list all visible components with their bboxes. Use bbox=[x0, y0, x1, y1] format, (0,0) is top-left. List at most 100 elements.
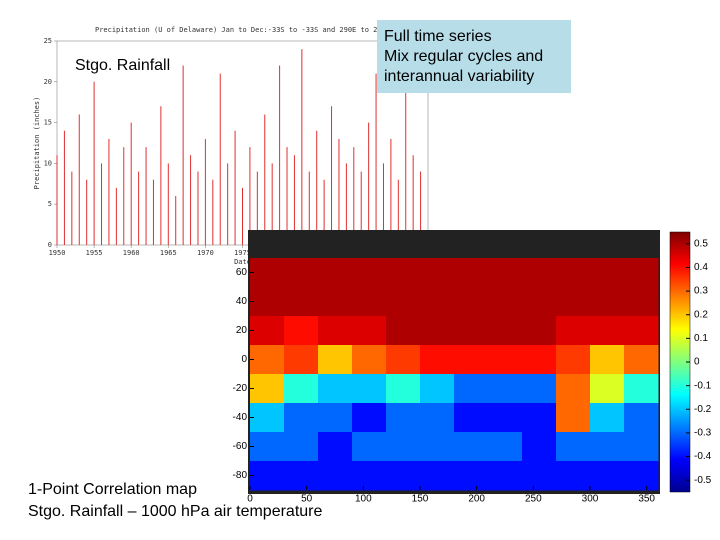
heat-cell bbox=[420, 374, 455, 404]
heat-cell bbox=[318, 403, 353, 433]
y-tick-label: 60 bbox=[236, 267, 248, 278]
heat-cell bbox=[386, 287, 421, 317]
heat-cell bbox=[420, 461, 455, 491]
heat-cell bbox=[624, 374, 659, 404]
heat-cell bbox=[556, 316, 591, 346]
heat-cell bbox=[556, 287, 591, 317]
heat-cell bbox=[250, 374, 285, 404]
heat-cell bbox=[284, 403, 319, 433]
heat-cell bbox=[284, 461, 319, 491]
y-tick-label: -80 bbox=[233, 470, 248, 481]
heat-cell bbox=[624, 258, 659, 288]
colorbar-tick-label: 0.3 bbox=[694, 286, 708, 297]
heat-cell bbox=[250, 432, 285, 462]
colorbar-tick-label: 0.1 bbox=[694, 333, 708, 344]
heat-cell bbox=[488, 258, 523, 288]
heat-cell bbox=[454, 374, 489, 404]
caption-line: 1-Point Correlation map bbox=[28, 481, 197, 498]
heat-cell bbox=[556, 258, 591, 288]
y-tick-label: 20 bbox=[236, 325, 248, 336]
heat-cell bbox=[284, 345, 319, 375]
heat-cell bbox=[454, 461, 489, 491]
colorbar-tick-label: -0.1 bbox=[694, 380, 712, 391]
heat-cell bbox=[318, 374, 353, 404]
heat-cell bbox=[454, 432, 489, 462]
heat-cell bbox=[284, 316, 319, 346]
x-tick-label: 0 bbox=[247, 494, 253, 505]
heat-cell bbox=[556, 461, 591, 491]
heat-cell bbox=[522, 258, 557, 288]
heat-cell bbox=[454, 287, 489, 317]
heat-cell bbox=[590, 374, 625, 404]
x-tick-label: 1965 bbox=[160, 249, 177, 257]
heat-cell bbox=[352, 403, 387, 433]
heat-cell bbox=[420, 258, 455, 288]
x-tick-label: 1950 bbox=[49, 249, 66, 257]
heat-cell bbox=[420, 345, 455, 375]
heat-cell bbox=[352, 345, 387, 375]
heat-cell bbox=[522, 461, 557, 491]
x-tick-label: 150 bbox=[412, 494, 429, 505]
heat-cell bbox=[420, 316, 455, 346]
heat-cell bbox=[318, 316, 353, 346]
colorbar-tick-label: -0.2 bbox=[694, 404, 712, 415]
heat-cell bbox=[420, 432, 455, 462]
heat-cell bbox=[624, 432, 659, 462]
x-tick-label: 300 bbox=[582, 494, 599, 505]
y-tick-label: 15 bbox=[44, 119, 52, 127]
heat-cell bbox=[386, 432, 421, 462]
heat-cell bbox=[556, 403, 591, 433]
heat-cell bbox=[624, 461, 659, 491]
heat-cell bbox=[352, 461, 387, 491]
chart-title: Precipitation (U of Delaware) Jan to Dec… bbox=[95, 26, 390, 34]
colorbar-tick-label: -0.3 bbox=[694, 428, 712, 439]
colorbar-tick-label: 0 bbox=[694, 357, 700, 368]
heat-cell bbox=[624, 316, 659, 346]
y-tick-label: 5 bbox=[48, 200, 52, 208]
x-tick-label: 250 bbox=[525, 494, 542, 505]
heat-cell bbox=[522, 374, 557, 404]
heat-cell bbox=[386, 461, 421, 491]
note-line: Full time series bbox=[384, 28, 492, 45]
heat-cell bbox=[454, 345, 489, 375]
map-chart: 0 50 100 150 200 250 300 350 -80 -60 -40 -20 0 20 40 60… bbox=[233, 231, 712, 505]
y-tick-label: 40 bbox=[236, 296, 248, 307]
colorbar-tick-label: -0.5 bbox=[694, 475, 712, 486]
y-tick-label: -60 bbox=[233, 441, 248, 452]
heat-cell bbox=[250, 345, 285, 375]
heat-cell bbox=[624, 287, 659, 317]
heat-cell bbox=[318, 432, 353, 462]
y-tick-label: -20 bbox=[233, 383, 248, 394]
heat-cell bbox=[420, 403, 455, 433]
x-tick-label: 1975 bbox=[234, 249, 251, 257]
x-tick-label: 1960 bbox=[123, 249, 140, 257]
heat-cell bbox=[454, 258, 489, 288]
heat-cell bbox=[386, 345, 421, 375]
heat-cell bbox=[352, 432, 387, 462]
heat-cell bbox=[590, 316, 625, 346]
heat-cell bbox=[284, 287, 319, 317]
heat-cell bbox=[488, 316, 523, 346]
caption-line: Stgo. Rainfall – 1000 hPa air temperatur… bbox=[28, 503, 323, 520]
heat-cell bbox=[250, 461, 285, 491]
y-tick-label: -40 bbox=[233, 412, 248, 423]
heat-cell bbox=[590, 403, 625, 433]
heat-cell bbox=[386, 403, 421, 433]
heat-cell bbox=[318, 345, 353, 375]
y-tick-label: 0 bbox=[241, 354, 247, 365]
heat-cell bbox=[250, 258, 285, 288]
heat-cell bbox=[522, 287, 557, 317]
heat-cell bbox=[488, 374, 523, 404]
x-tick-label: 50 bbox=[301, 494, 313, 505]
x-tick-label: 100 bbox=[355, 494, 372, 505]
heat-cell bbox=[522, 432, 557, 462]
heat-cell bbox=[284, 432, 319, 462]
heat-cell bbox=[488, 403, 523, 433]
y-tick-label: 10 bbox=[44, 159, 52, 167]
rain-panel bbox=[30, 20, 435, 262]
x-tick-label: 1970 bbox=[197, 249, 214, 257]
heat-cell bbox=[352, 374, 387, 404]
heat-cell bbox=[556, 374, 591, 404]
y-tick-label: 20 bbox=[44, 78, 52, 86]
